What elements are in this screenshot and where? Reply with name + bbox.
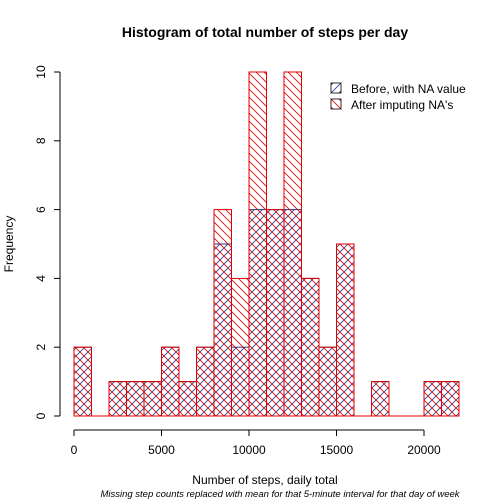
x-tick-label: 0: [71, 443, 78, 457]
bar-after: [284, 72, 302, 416]
bar-after: [179, 382, 197, 416]
x-tick-label: 10000: [232, 443, 266, 457]
bar-after: [424, 382, 442, 416]
y-tick-label: 6: [34, 206, 48, 213]
legend-swatch-after: [331, 99, 341, 109]
x-tick-label: 20000: [407, 443, 441, 457]
legend: Before, with NA value After imputing NA'…: [331, 82, 466, 112]
bar-after: [197, 347, 215, 416]
y-tick-label: 0: [34, 412, 48, 419]
bar-after: [232, 278, 250, 416]
y-tick-label: 10: [34, 65, 48, 79]
y-tick-label: 4: [34, 275, 48, 282]
x-tick-label: 5000: [148, 443, 175, 457]
series-after-bars: [74, 72, 459, 416]
y-axis-label: Frequency: [2, 216, 16, 273]
x-axis-label: Number of steps, daily total: [192, 473, 337, 487]
bar-after: [214, 210, 232, 416]
bar-after: [74, 347, 92, 416]
legend-swatch-before: [331, 83, 341, 93]
legend-label-before: Before, with NA value: [351, 82, 466, 96]
y-axis: 0 2 4 6 8 10: [34, 65, 60, 419]
y-tick-label: 8: [34, 137, 48, 144]
chart-footnote: Missing step counts replaced with mean f…: [100, 489, 460, 500]
bar-after: [267, 210, 285, 416]
x-tick-label: 15000: [320, 443, 354, 457]
y-tick-label: 2: [34, 344, 48, 351]
bar-after: [162, 347, 180, 416]
bar-after: [249, 72, 267, 416]
bar-after: [319, 347, 337, 416]
bar-after: [372, 382, 390, 416]
chart-title: Histogram of total number of steps per d…: [122, 24, 408, 40]
bar-after: [144, 382, 162, 416]
bar-after: [337, 244, 355, 416]
bar-after: [442, 382, 460, 416]
x-axis: 0 5000 10000 15000 20000: [71, 430, 441, 457]
legend-label-after: After imputing NA's: [351, 98, 453, 112]
bar-after: [127, 382, 145, 416]
bar-after: [109, 382, 127, 416]
bar-after: [302, 278, 320, 416]
